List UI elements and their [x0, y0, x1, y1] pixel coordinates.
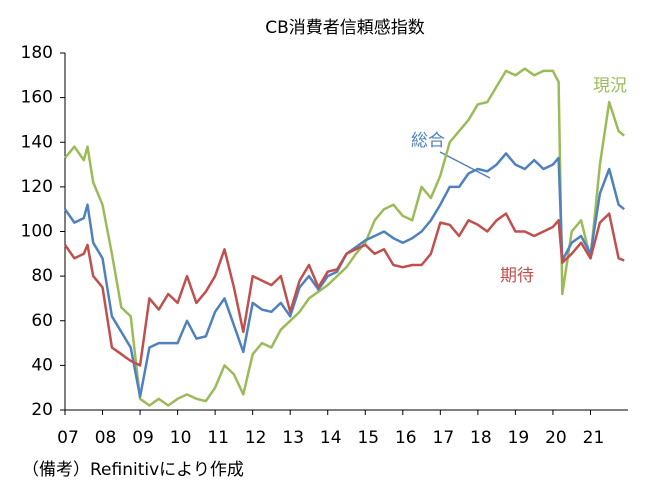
y-tick-label: 40 [31, 355, 53, 375]
x-tick-label: 11 [207, 428, 229, 448]
x-tick-label: 14 [320, 428, 342, 448]
y-tick-label: 60 [31, 311, 53, 331]
label-pointer [439, 151, 491, 179]
series-line [63, 212, 625, 367]
y-tick-label: 100 [21, 222, 53, 242]
series-line [63, 152, 625, 398]
y-tick-label: 80 [31, 266, 53, 286]
x-tick-label: 10 [170, 428, 192, 448]
x-tick-label: 09 [132, 428, 154, 448]
series-label: 総合 [411, 131, 445, 151]
x-tick-label: 18 [470, 428, 492, 448]
x-tick-label: 17 [433, 428, 455, 448]
x-tick-label: 15 [357, 428, 379, 448]
y-tick-label: 160 [21, 88, 53, 108]
y-tick-label: 120 [21, 177, 53, 197]
x-tick-label: 20 [545, 428, 567, 448]
chart-title: CB消費者信頼感指数 [265, 18, 425, 38]
x-tick-label: 16 [395, 428, 417, 448]
series-line [64, 67, 625, 407]
x-tick-label: 08 [95, 428, 117, 448]
x-tick-label: 21 [583, 428, 605, 448]
x-tick-label: 07 [57, 428, 79, 448]
series-label: 現況 [593, 76, 627, 96]
source-note: （備考）Refinitivにより作成 [22, 460, 244, 480]
x-tick-label: 12 [245, 428, 267, 448]
x-tick-label: 13 [282, 428, 304, 448]
series-label: 期待 [500, 266, 534, 286]
x-tick-label: 19 [508, 428, 530, 448]
y-tick-label: 20 [31, 400, 53, 420]
y-tick-label: 140 [21, 132, 53, 152]
y-tick-label: 180 [21, 43, 53, 63]
